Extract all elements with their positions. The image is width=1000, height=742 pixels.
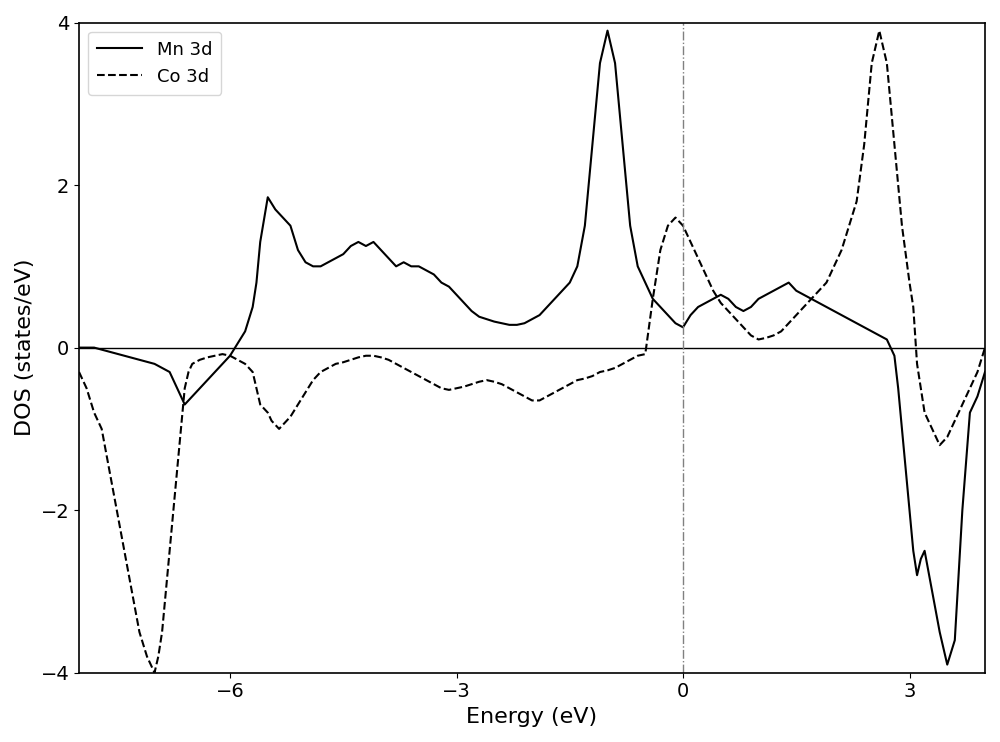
Co 3d — [768, 331, 780, 340]
Co 3d — [330, 359, 342, 368]
Mn 3d — [352, 237, 364, 246]
Line: Mn 3d: Mn 3d — [79, 30, 985, 665]
Co 3d — [873, 26, 885, 35]
Line: Co 3d: Co 3d — [79, 30, 985, 673]
Mn 3d — [73, 343, 85, 352]
Mn 3d — [186, 392, 198, 401]
Mn 3d — [201, 375, 213, 384]
Mn 3d — [979, 367, 991, 376]
Co 3d — [979, 343, 991, 352]
Mn 3d — [164, 367, 176, 376]
Co 3d — [73, 367, 85, 376]
Co 3d — [405, 367, 417, 376]
Mn 3d — [843, 315, 855, 324]
Co 3d — [160, 587, 172, 596]
Mn 3d — [602, 26, 614, 35]
Mn 3d — [941, 660, 953, 669]
Mn 3d — [488, 317, 500, 326]
X-axis label: Energy (eV): Energy (eV) — [466, 707, 598, 727]
Co 3d — [149, 669, 161, 677]
Y-axis label: DOS (states/eV): DOS (states/eV) — [15, 259, 35, 436]
Co 3d — [383, 355, 395, 364]
Legend: Mn 3d, Co 3d: Mn 3d, Co 3d — [88, 31, 221, 95]
Co 3d — [518, 392, 530, 401]
